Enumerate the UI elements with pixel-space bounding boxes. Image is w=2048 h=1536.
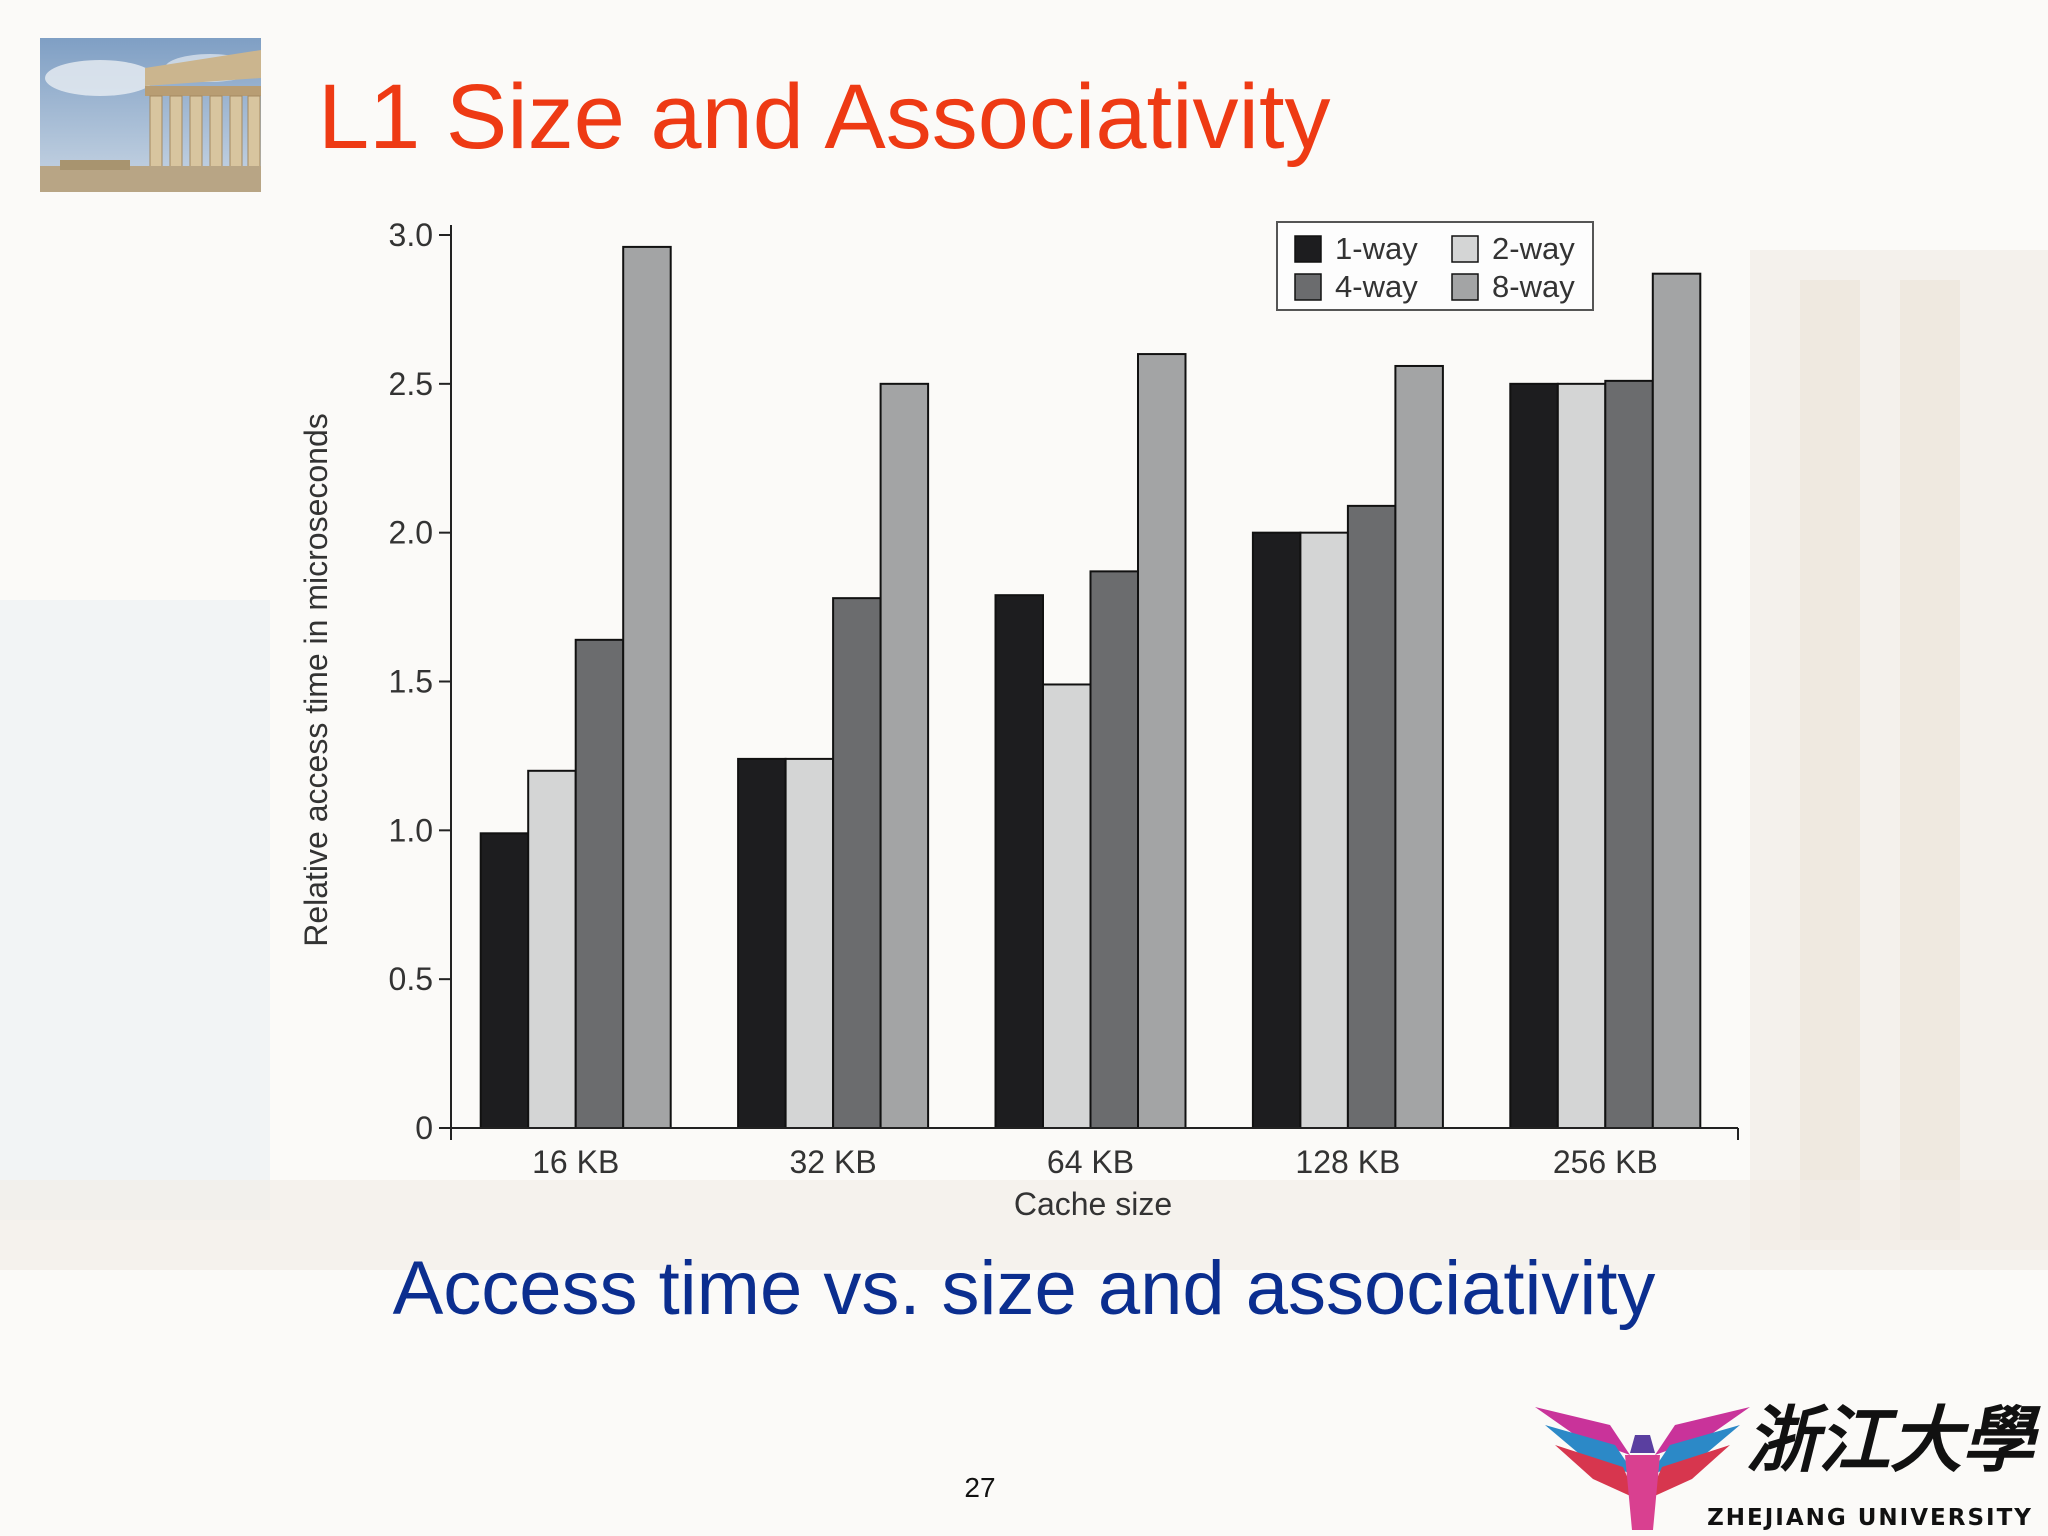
bar-1-way-256KB bbox=[1509, 382, 1559, 1130]
y-axis-label: Relative access time in microseconds bbox=[298, 413, 334, 947]
x-tick-label: 64 KB bbox=[1047, 1144, 1134, 1180]
x-tick-label: 128 KB bbox=[1295, 1144, 1400, 1180]
y-tick-label: 0 bbox=[415, 1110, 433, 1146]
bar-8-way-64KB bbox=[1137, 353, 1187, 1130]
legend-box bbox=[1276, 221, 1594, 311]
bar-2-way-128KB bbox=[1299, 531, 1349, 1129]
legend-label-2-way: 2-way bbox=[1492, 231, 1575, 266]
temple-photo-thumbnail bbox=[40, 38, 261, 192]
bar-4-way-16KB bbox=[574, 638, 625, 1129]
bar-1-way-16KB bbox=[479, 832, 530, 1129]
x-tick-label: 256 KB bbox=[1553, 1144, 1658, 1180]
y-tick-label: 0.5 bbox=[389, 961, 433, 997]
bar-4-way-128KB bbox=[1346, 504, 1397, 1130]
x-tick-label: 32 KB bbox=[790, 1144, 877, 1180]
legend-swatch-1-way bbox=[1294, 235, 1322, 263]
legend-label-8-way: 8-way bbox=[1492, 269, 1575, 304]
x-tick-labels: 16 KB 32 KB 64 KB 128 KB 256 KB bbox=[532, 1144, 1658, 1180]
y-tick-label: 2.0 bbox=[389, 515, 433, 551]
bar-4-way-256KB bbox=[1604, 379, 1654, 1129]
bar-1-way-32KB bbox=[737, 757, 787, 1129]
y-tick-label: 3.0 bbox=[389, 217, 433, 253]
y-tick-label: 1.5 bbox=[389, 664, 433, 700]
logo-emblem-icon bbox=[1535, 1407, 1750, 1530]
legend-swatch-2-way bbox=[1451, 235, 1479, 263]
chart-legend: 1-way 2-way 4-way 8-way bbox=[1276, 221, 1594, 311]
bar-8-way-16KB bbox=[622, 245, 672, 1129]
x-tick-label: 16 KB bbox=[532, 1144, 619, 1180]
slide-title: L1 Size and Associativity bbox=[318, 66, 1331, 168]
bar-8-way-256KB bbox=[1651, 272, 1702, 1130]
access-time-bar-chart: 0 0.5 1.0 1.5 2.0 2.5 3.0 16 KB 32 KB 64 KB 128 K… bbox=[298, 217, 1739, 1222]
bar-8-way-128KB bbox=[1394, 364, 1444, 1129]
y-tick-label: 1.0 bbox=[389, 812, 433, 848]
legend-swatch-4-way bbox=[1294, 273, 1322, 301]
bar-2-way-256KB bbox=[1556, 382, 1607, 1130]
logo-university-name: ZHEJIANG UNIVERSITY bbox=[1707, 1505, 2033, 1531]
bar-4-way-64KB bbox=[1089, 570, 1139, 1129]
legend-label-4-way: 4-way bbox=[1335, 269, 1418, 304]
logo-chinese-name: 浙江大學 bbox=[1746, 1397, 2041, 1482]
bar-1-way-64KB bbox=[994, 594, 1044, 1129]
bar-2-way-32KB bbox=[784, 757, 835, 1129]
chart-bars bbox=[479, 245, 1702, 1130]
x-axis-label: Cache size bbox=[1014, 1186, 1172, 1222]
bar-2-way-16KB bbox=[527, 769, 577, 1129]
legend-swatch-8-way bbox=[1451, 273, 1479, 301]
slide-subtitle: Access time vs. size and associativity bbox=[392, 1246, 1656, 1331]
page-number: 27 bbox=[964, 1472, 996, 1503]
bar-4-way-32KB bbox=[832, 597, 882, 1129]
zhejiang-university-logo: 浙江大學 bbox=[1535, 1397, 2041, 1530]
bar-1-way-128KB bbox=[1251, 531, 1302, 1129]
legend-label-1-way: 1-way bbox=[1335, 231, 1418, 266]
bar-2-way-64KB bbox=[1042, 683, 1092, 1129]
bar-8-way-32KB bbox=[879, 382, 930, 1130]
y-tick-labels: 0 0.5 1.0 1.5 2.0 2.5 3.0 bbox=[389, 217, 433, 1146]
y-tick-label: 2.5 bbox=[389, 366, 433, 402]
chart-axes bbox=[439, 225, 1739, 1140]
